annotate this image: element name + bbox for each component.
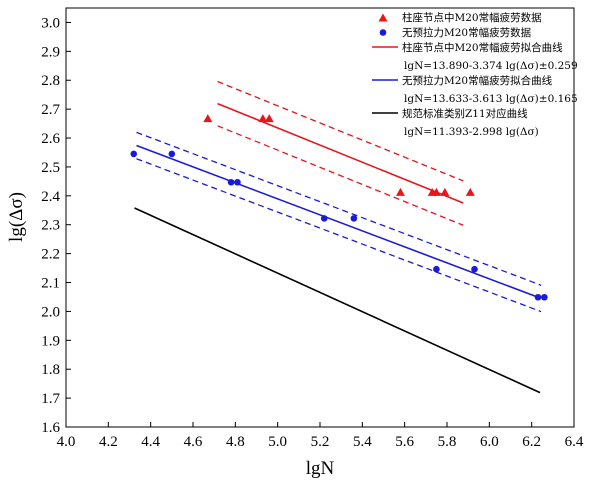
- x-tick-label: 5.6: [395, 434, 414, 450]
- data-point-circle: [534, 293, 542, 301]
- y-tick-label: 2.6: [41, 131, 60, 147]
- y-tick-label: 1.7: [41, 391, 60, 407]
- y-tick-label: 2.1: [41, 276, 60, 292]
- y-tick-label: 1.6: [41, 420, 60, 436]
- x-tick-label: 4.6: [184, 434, 203, 450]
- data-point-triangle: [440, 187, 450, 196]
- confidence-band-line: [136, 158, 542, 313]
- y-tick-label: 2.9: [41, 44, 60, 60]
- data-point-triangle: [395, 187, 405, 196]
- y-tick-label: 1.8: [41, 362, 60, 378]
- y-tick-label: 2.2: [41, 247, 60, 263]
- data-point-circle: [130, 150, 138, 158]
- data-point-triangle: [264, 114, 274, 123]
- legend-marker-circle: [379, 29, 387, 36]
- legend-label: 无预拉力M20常幅疲劳拟合曲线: [402, 74, 553, 87]
- x-axis: 4.0 4.2 4.4 4.6 4.8 5.0 5.2 5.4 5.6 5.8 6.0 6.2 6.4: [57, 422, 584, 450]
- confidence-band-line: [217, 125, 464, 226]
- x-tick-label: 5.8: [438, 434, 457, 450]
- data-point-triangle: [465, 187, 475, 196]
- y-tick-label: 2.3: [41, 218, 60, 234]
- x-tick-label: 6.4: [565, 434, 584, 450]
- y-tick-label: 2.7: [41, 102, 60, 118]
- x-tick-label: 5.4: [353, 434, 372, 450]
- data-point-circle: [227, 178, 235, 186]
- y-tick-label: 2.4: [41, 189, 60, 205]
- fit-line: [134, 207, 541, 394]
- y-tick-label: 2.0: [41, 304, 60, 320]
- x-tick-label: 5.0: [268, 434, 287, 450]
- x-tick-label: 6.0: [480, 434, 499, 450]
- y-tick-label: 1.9: [41, 333, 60, 349]
- data-point-circle: [168, 150, 176, 158]
- legend-equation: lgN=13.633-3.613 lg(Δσ)±0.165: [404, 93, 578, 105]
- x-tick-label: 4.0: [57, 434, 76, 450]
- confidence-band-line: [136, 131, 542, 286]
- x-tick-label: 5.2: [311, 434, 330, 450]
- confidence-band-line: [217, 80, 464, 182]
- y-tick-label: 2.5: [41, 160, 60, 176]
- legend-label: 柱座节点中M20常幅疲劳拟合曲线: [402, 41, 563, 54]
- y-tick-label: 2.8: [41, 73, 60, 89]
- x-tick-label: 6.2: [522, 434, 541, 450]
- data-point-circle: [234, 178, 241, 186]
- legend-label: 规范标准类别Z11对应曲线: [402, 107, 528, 120]
- fit-line: [217, 102, 464, 204]
- legend-equation: lgN=13.890-3.374 lg(Δσ)±0.259: [404, 60, 578, 72]
- legend-label: 无预拉力M20常幅疲劳数据: [402, 26, 532, 39]
- x-tick-label: 4.2: [99, 434, 118, 450]
- data-point-circle: [350, 215, 358, 222]
- data-point-triangle: [431, 187, 441, 196]
- data-point-circle: [320, 215, 328, 222]
- data-point-triangle: [258, 114, 268, 123]
- plot-content: [130, 80, 548, 394]
- legend-equation: lgN=11.393-2.998 lg(Δσ): [404, 126, 539, 138]
- data-point-triangle: [203, 114, 213, 123]
- y-tick-label: 3.0: [41, 15, 60, 31]
- x-tick-label: 4.8: [226, 434, 245, 450]
- x-axis-title: lgN: [306, 458, 335, 479]
- data-point-circle: [471, 265, 478, 273]
- legend-label: 柱座节点中M20常幅疲劳数据: [402, 11, 542, 24]
- y-axis-title: lg(Δσ): [6, 192, 27, 242]
- legend: 柱座节点中M20常幅疲劳数据无预拉力M20常幅疲劳数据柱座节点中M20常幅疲劳拟…: [372, 11, 578, 138]
- data-point-circle: [541, 293, 548, 301]
- fit-line: [136, 144, 542, 300]
- legend-marker-triangle: [378, 13, 388, 22]
- y-axis: 1.6 1.7 1.8 1.9 2.0 2.1 2.2 2.3 2.4 2.5 2.6 2.7 2.8 2…: [41, 15, 71, 436]
- data-point-circle: [433, 265, 440, 273]
- x-tick-label: 4.4: [141, 434, 160, 450]
